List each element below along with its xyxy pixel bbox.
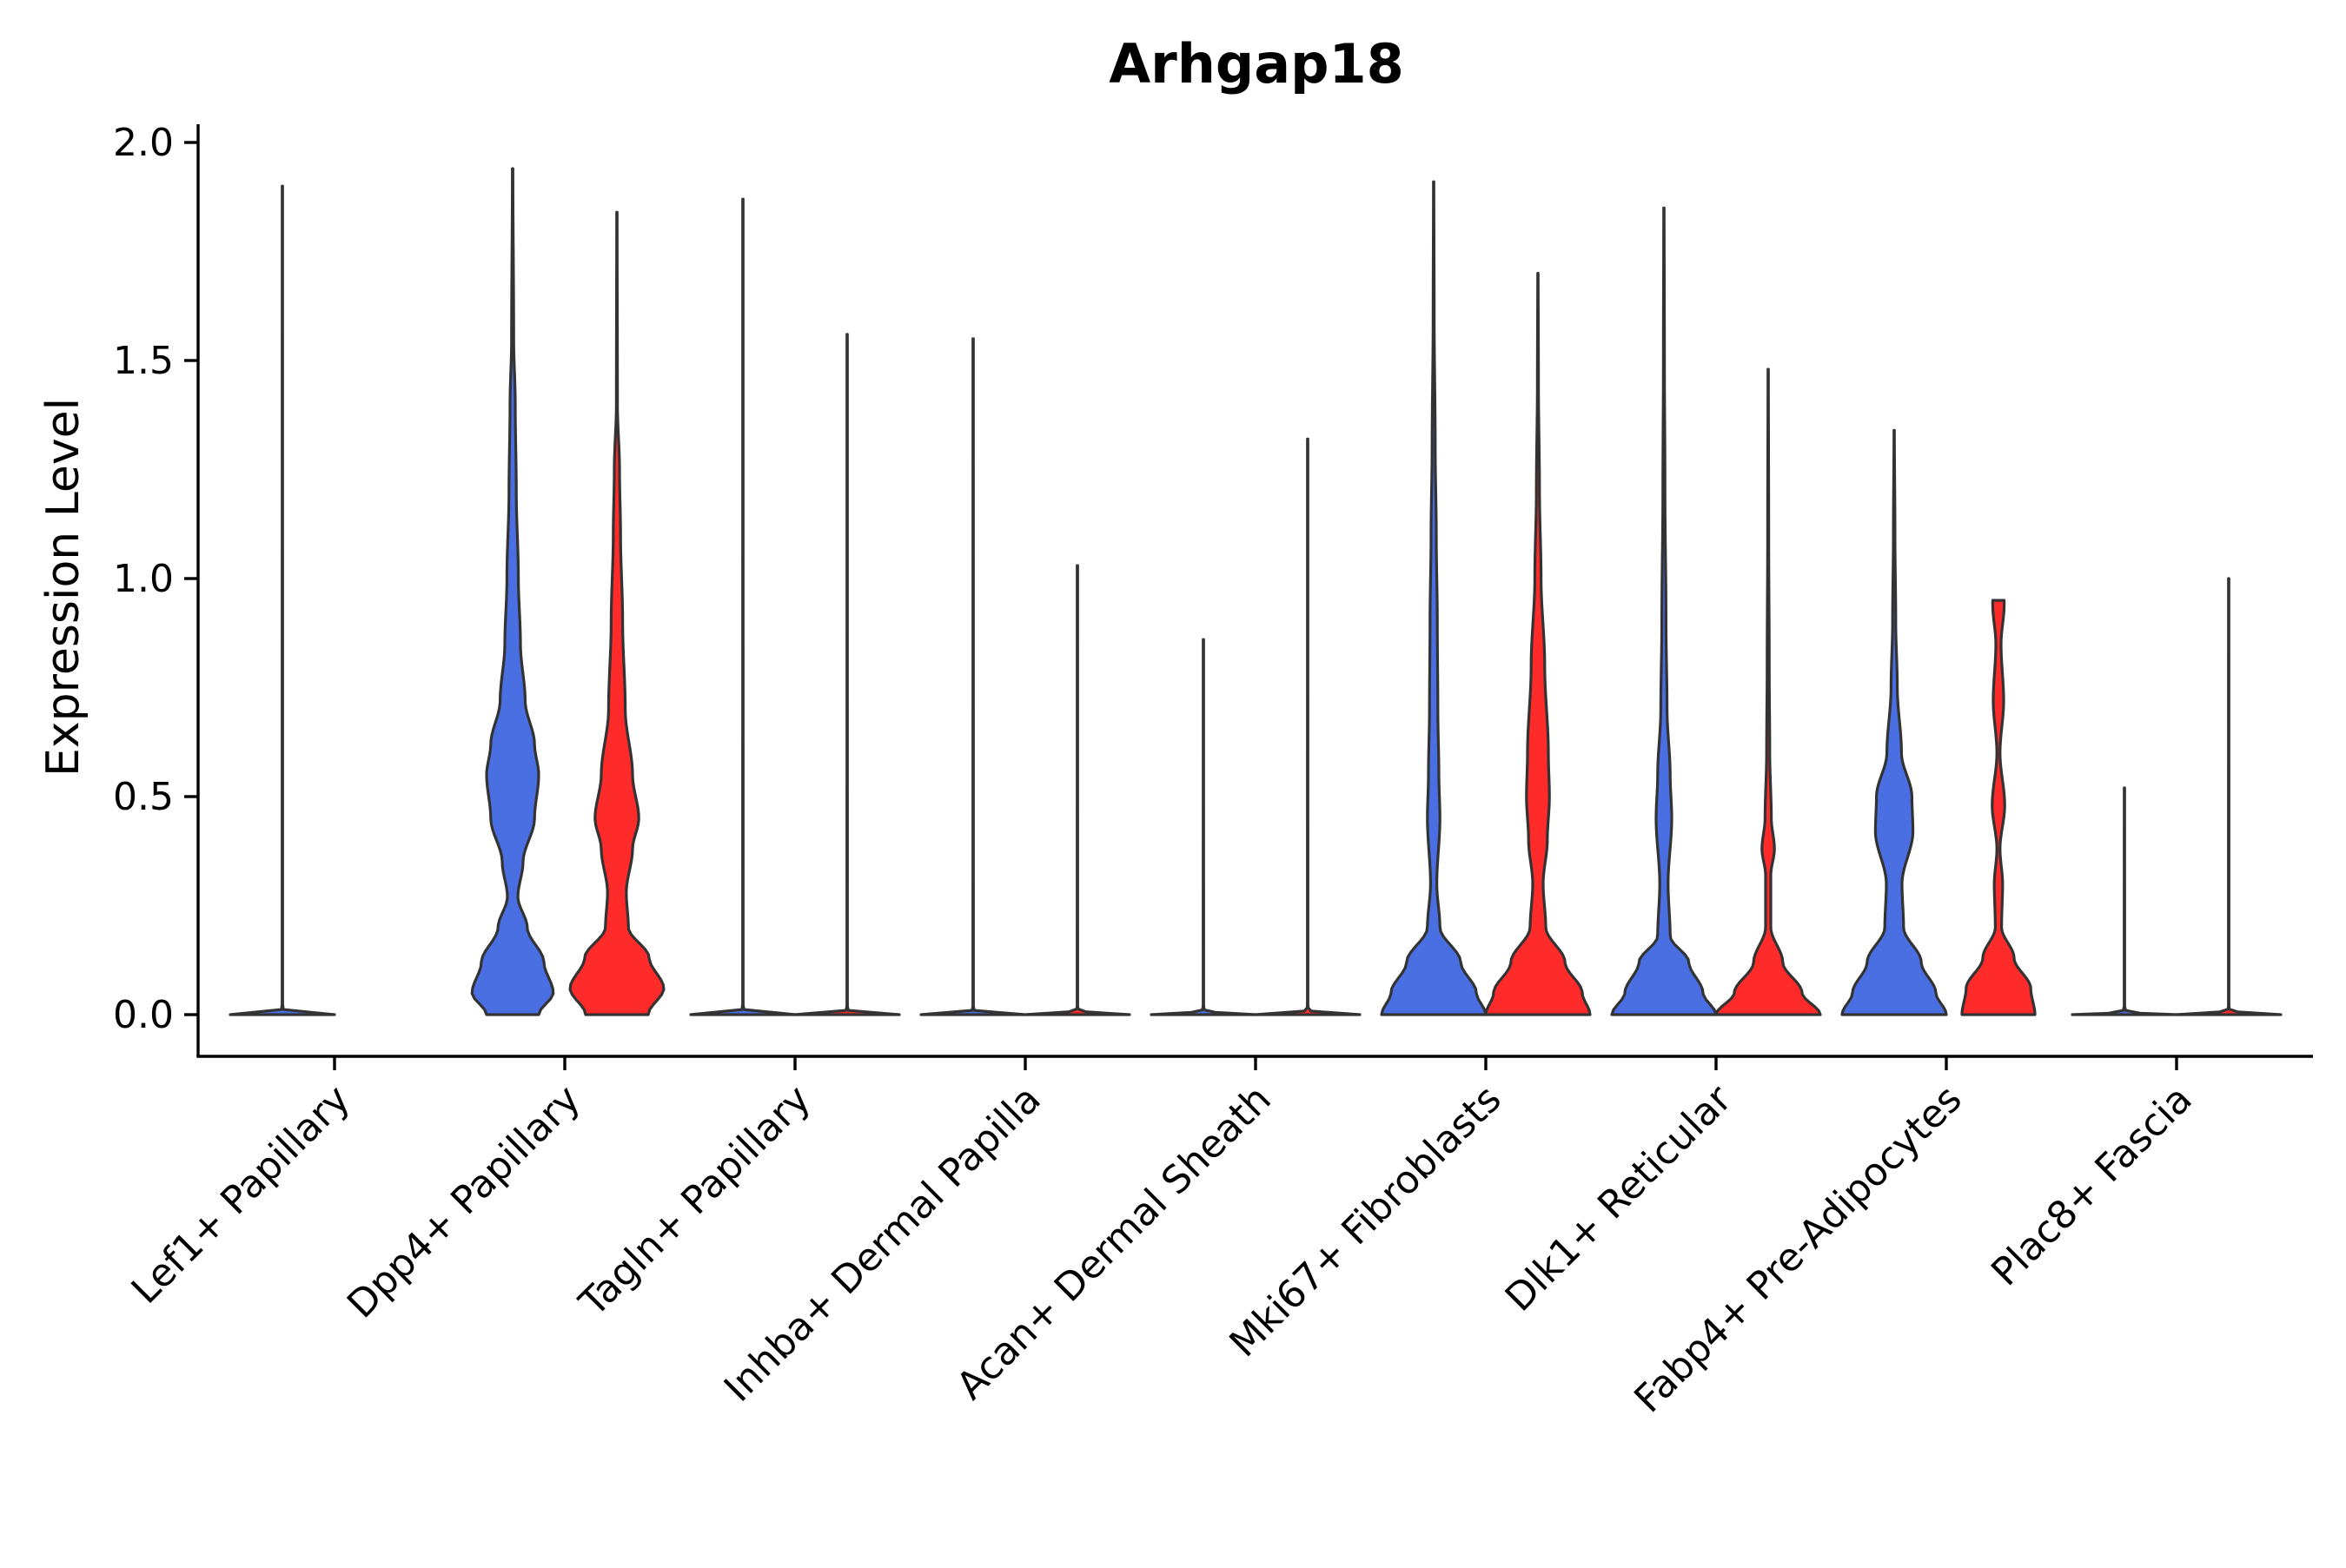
violin-dpp4-papillary-group2 [568,210,666,1016]
violin-plac8-fascia-group2 [2175,577,2283,1016]
violin-inhba-dermal-papilla-group1 [919,337,1027,1016]
x-tick-label: Dlk1+ Reticular [1497,1076,1741,1320]
y-tick-label: 1.0 [113,557,174,601]
violin-tagln-papillary-group2 [793,333,901,1016]
y-tick-label: 0.5 [113,775,174,819]
x-tick-label: Tagln+ Papillary [571,1077,819,1326]
violin-plac8-fascia-group1 [2071,786,2178,1016]
x-tick-label: Plac8+ Fascia [1983,1077,2201,1295]
violin-dlk1-reticular-group2 [1714,367,1822,1016]
y-tick-label: 0.0 [113,993,174,1037]
violin-tagln-papillary-group1 [689,197,797,1016]
y-tick-label: 2.0 [113,121,174,165]
violin-lef1-papillary-group1 [229,184,336,1016]
violin-mki67-fibroblasts-group2 [1484,272,1592,1016]
violin-acan-dermal-sheath-group2 [1254,437,1362,1016]
violin-dlk1-reticular-group1 [1610,206,1718,1016]
violin-inhba-dermal-papilla-group2 [1024,564,1131,1016]
chart-title: Arhgap18 [1109,32,1404,96]
violin-group [229,167,2283,1016]
violin-fabp4-pre-adipocytes-group1 [1840,428,1948,1016]
violin-fabp4-pre-adipocytes-group2 [1960,599,2037,1016]
y-tick-label: 1.5 [113,339,174,383]
x-tick-label: Lef1+ Papillary [123,1077,359,1313]
y-axis-label: Expression Level [37,398,89,777]
violin-dpp4-papillary-group1 [470,167,555,1016]
violin-mki67-fibroblasts-group1 [1380,180,1488,1016]
violin-acan-dermal-sheath-group1 [1150,638,1257,1016]
x-tick-label: Dpp4+ Papillary [339,1077,589,1327]
